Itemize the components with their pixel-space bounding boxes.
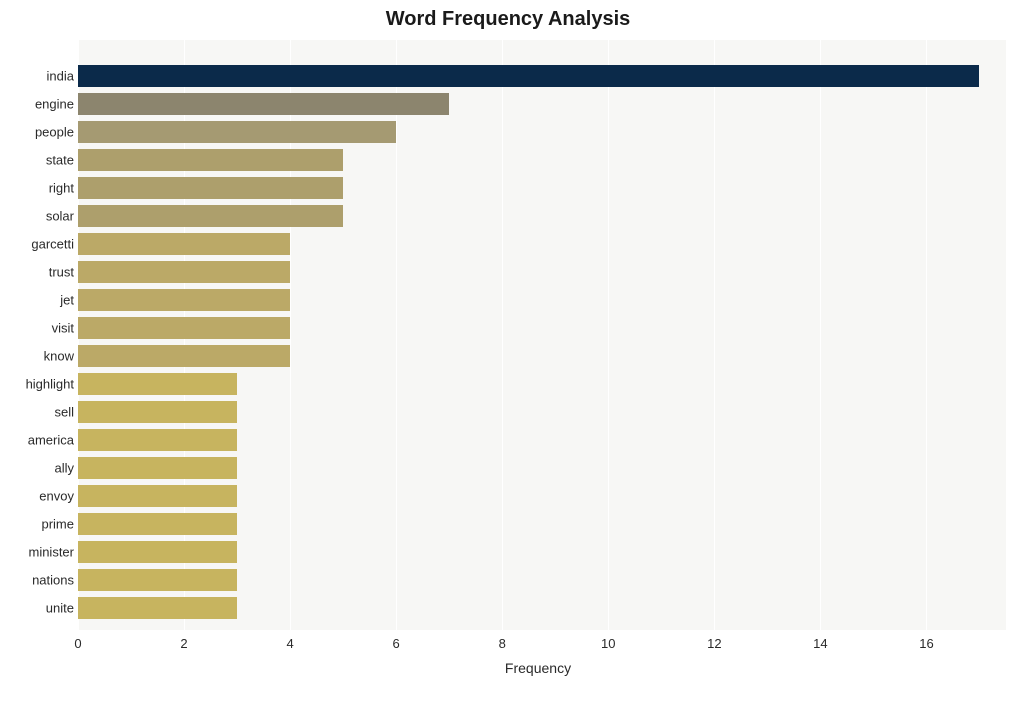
bar <box>78 261 290 283</box>
chart-title: Word Frequency Analysis <box>0 8 1016 31</box>
grid-line <box>502 40 503 630</box>
x-tick-label: 10 <box>601 636 615 651</box>
y-tick-label: envoy <box>4 490 74 503</box>
y-tick-label: solar <box>4 210 74 223</box>
bar <box>78 233 290 255</box>
bar <box>78 373 237 395</box>
y-tick-label: india <box>4 70 74 83</box>
x-tick-label: 16 <box>919 636 933 651</box>
bar <box>78 541 237 563</box>
bar <box>78 457 237 479</box>
y-tick-label: nations <box>4 574 74 587</box>
x-tick-label: 12 <box>707 636 721 651</box>
y-tick-label: prime <box>4 518 74 531</box>
y-tick-label: know <box>4 350 74 363</box>
x-tick-label: 6 <box>393 636 400 651</box>
y-tick-label: garcetti <box>4 238 74 251</box>
chart-container: Word Frequency Analysis Frequency 0 2 4 6 8 1… <box>0 0 1016 701</box>
bar <box>78 93 449 115</box>
bar <box>78 149 343 171</box>
grid-line <box>608 40 609 630</box>
bar <box>78 289 290 311</box>
y-tick-label: visit <box>4 322 74 335</box>
bar <box>78 205 343 227</box>
grid-line <box>396 40 397 630</box>
x-tick-label: 2 <box>180 636 187 651</box>
y-tick-label: engine <box>4 98 74 111</box>
x-tick-label: 0 <box>74 636 81 651</box>
grid-line <box>926 40 927 630</box>
y-tick-label: right <box>4 182 74 195</box>
y-tick-label: state <box>4 154 74 167</box>
bar <box>78 513 237 535</box>
y-tick-label: people <box>4 126 74 139</box>
y-tick-label: america <box>4 434 74 447</box>
grid-line <box>820 40 821 630</box>
bar <box>78 121 396 143</box>
bar <box>78 345 290 367</box>
y-tick-label: sell <box>4 406 74 419</box>
plot-area <box>78 40 1006 630</box>
y-tick-label: trust <box>4 266 74 279</box>
bar <box>78 401 237 423</box>
bar <box>78 317 290 339</box>
y-tick-label: jet <box>4 294 74 307</box>
y-tick-label: ally <box>4 462 74 475</box>
bar <box>78 65 979 87</box>
bar <box>78 597 237 619</box>
bar <box>78 429 237 451</box>
y-tick-label: minister <box>4 546 74 559</box>
x-tick-label: 8 <box>499 636 506 651</box>
x-axis-label: Frequency <box>30 660 1016 676</box>
x-tick-label: 4 <box>286 636 293 651</box>
y-tick-label: unite <box>4 602 74 615</box>
bar <box>78 177 343 199</box>
bar <box>78 569 237 591</box>
y-tick-label: highlight <box>4 378 74 391</box>
x-tick-label: 14 <box>813 636 827 651</box>
bar <box>78 485 237 507</box>
grid-line <box>714 40 715 630</box>
